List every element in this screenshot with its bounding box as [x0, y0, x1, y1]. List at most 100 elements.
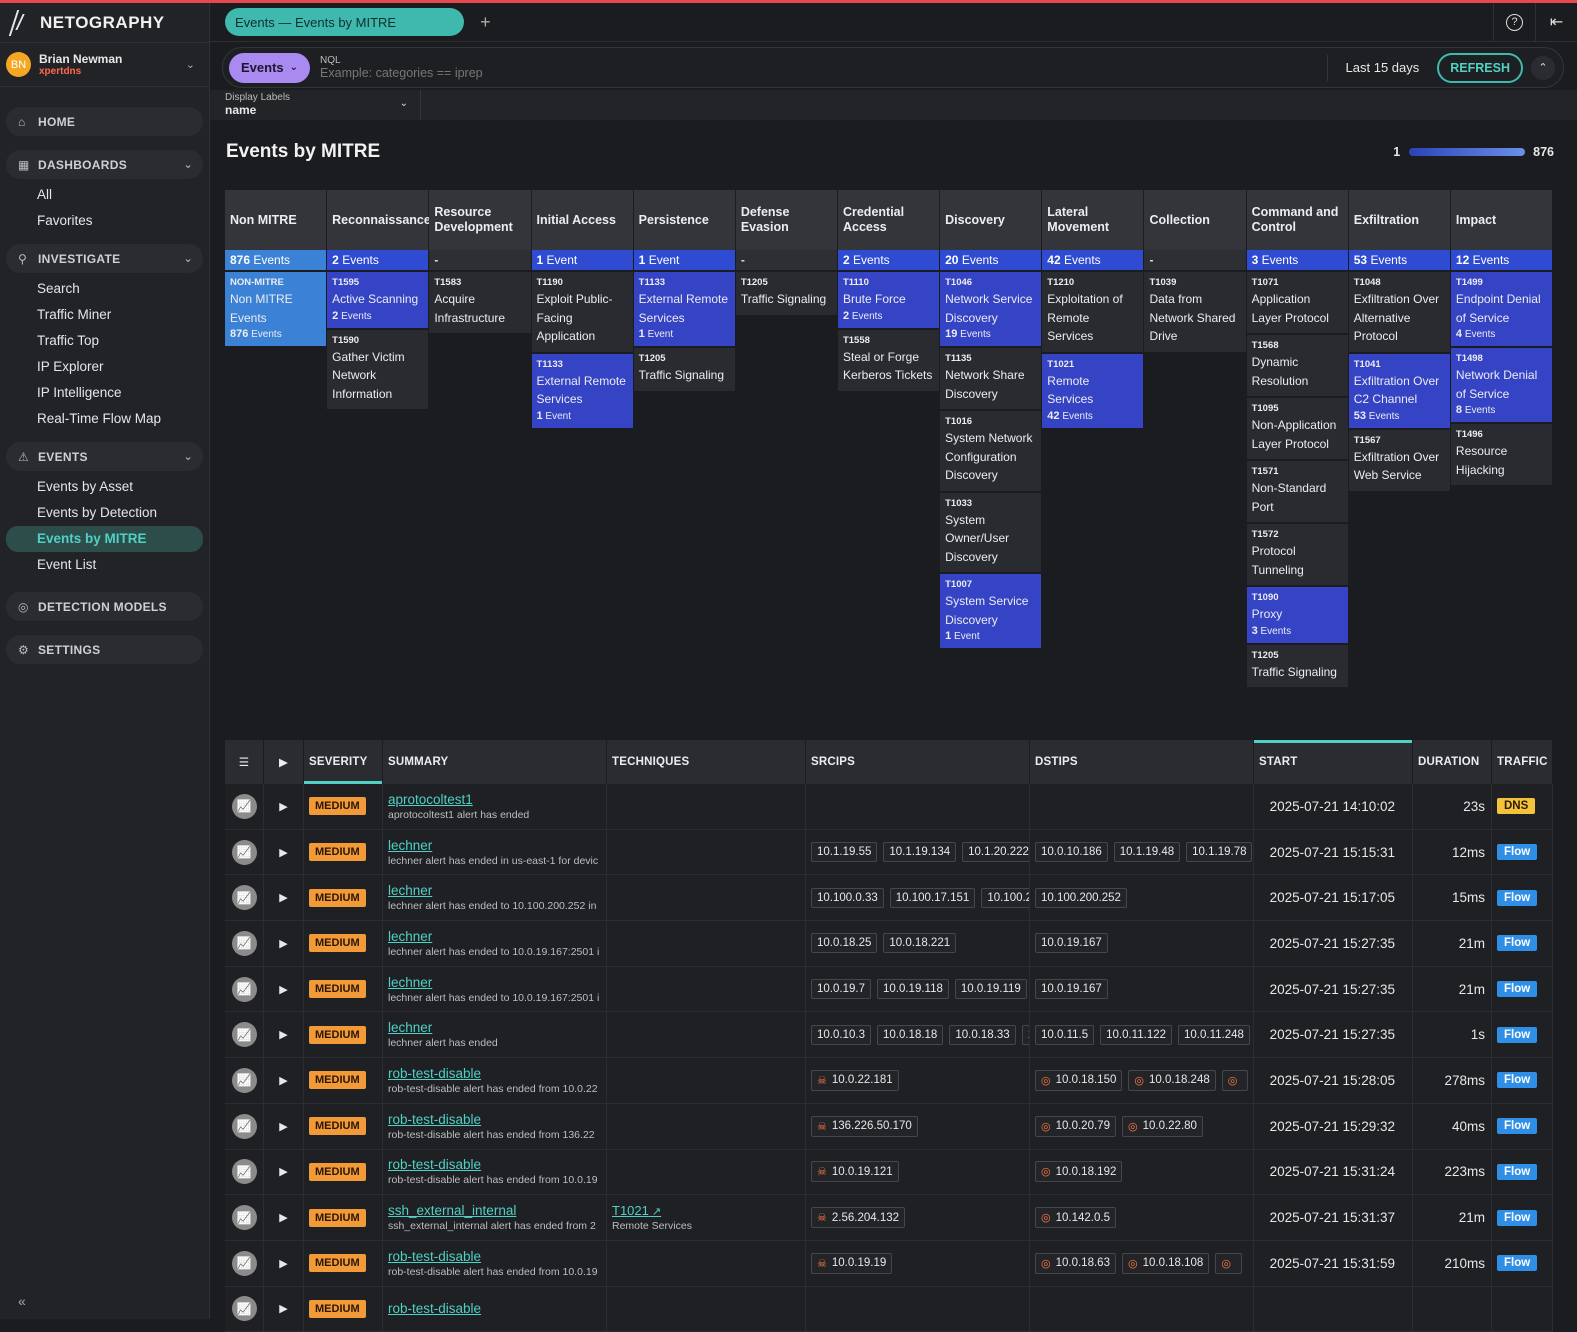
expand-row-icon[interactable]: ▶ — [279, 846, 288, 859]
nav-item-search[interactable]: Search — [37, 281, 80, 296]
summary-link[interactable]: lechner — [388, 974, 433, 990]
tactic-header[interactable]: Resource Development — [429, 190, 532, 250]
nav-home[interactable]: ⌂ HOME — [6, 107, 203, 136]
technique-cell[interactable]: T1496 Resource Hijacking — [1450, 422, 1554, 485]
table-row[interactable]: 📈 ▶ MEDIUM lechner lechner alert has ended t… — [225, 875, 1553, 922]
nql-input[interactable]: NQL Example: categories == iprep — [320, 55, 483, 80]
column-dstips[interactable]: DSTIPS — [1030, 740, 1254, 784]
tactic-header[interactable]: Initial Access — [531, 190, 634, 250]
ip-chip[interactable]: 10.0.18.25 — [811, 933, 878, 954]
table-row[interactable]: 📈 ▶ MEDIUM aprotocoltest1 aprotocoltest1 ale… — [225, 784, 1553, 830]
column-severity[interactable]: SEVERITY — [304, 740, 383, 784]
summary-link[interactable]: lechner — [388, 1020, 433, 1036]
expand-row-icon[interactable]: ▶ — [279, 1074, 288, 1087]
technique-cell[interactable]: T1499 Endpoint Denial of Service 4 Events — [1450, 270, 1554, 346]
help-icon[interactable]: ? — [1493, 2, 1535, 42]
tactic-header[interactable]: Reconnaissance — [327, 190, 431, 250]
ip-chip[interactable]: 10.0.19.7 — [811, 979, 871, 1000]
ip-chip[interactable]: 10.0.18.18 — [876, 1024, 944, 1045]
summary-link[interactable]: lechner — [388, 883, 433, 899]
ip-chip[interactable]: 10.0.19.167 — [1035, 933, 1108, 954]
column-srcips[interactable]: SRCIPS — [806, 740, 1030, 784]
nav-item-events-by-asset[interactable]: Events by Asset — [37, 479, 134, 494]
table-row[interactable]: 📈 ▶ MEDIUM lechner lechner alert has ended t… — [225, 966, 1553, 1013]
technique-cell[interactable]: T1572 Protocol Tunneling — [1246, 522, 1349, 585]
ip-chip[interactable]: ◎ 10.0.18.192 — [1035, 1161, 1123, 1183]
tactic-header[interactable]: Impact — [1450, 190, 1554, 250]
ip-chip[interactable]: 10.100.20 — [981, 887, 1029, 908]
add-tab-button[interactable]: + — [480, 11, 491, 32]
nav-item-event-list[interactable]: Event List — [37, 557, 97, 572]
collapse-panel-icon[interactable]: ⇤ — [1535, 2, 1577, 42]
technique-cell[interactable]: T1498 Network Denial of Service 8 Events — [1450, 346, 1554, 422]
nav-item-traffic-miner[interactable]: Traffic Miner — [37, 307, 112, 322]
event-chart-icon[interactable]: 📈 — [231, 1067, 257, 1093]
ip-chip[interactable]: 10.100.200.252 — [1035, 887, 1127, 908]
technique-cell[interactable]: T1568 Dynamic Resolution — [1246, 333, 1349, 396]
ip-chip[interactable]: 10.0.18.221 — [883, 933, 957, 954]
column-summary[interactable]: SUMMARY — [383, 740, 607, 784]
technique-cell[interactable]: T1135 Network Share Discovery — [940, 346, 1043, 409]
expand-all-icon[interactable]: ▶ — [264, 740, 304, 784]
ip-chip[interactable]: 10.0.19.118 — [876, 979, 949, 1000]
tactic-header[interactable]: Exfiltration — [1348, 190, 1451, 250]
event-chart-icon[interactable]: 📈 — [231, 1159, 257, 1185]
event-chart-icon[interactable]: 📈 — [231, 793, 257, 819]
ip-chip[interactable]: ◎ — [1221, 1069, 1249, 1091]
tactic-header[interactable]: Discovery — [940, 190, 1043, 250]
column-duration[interactable]: DURATION — [1413, 740, 1492, 784]
logo[interactable]: NETOGRAPHY — [0, 3, 209, 43]
ip-chip[interactable]: 10.100.0.33 — [811, 887, 884, 908]
ip-chip[interactable]: ☠ 10.0.22.181 — [811, 1069, 899, 1091]
summary-link[interactable]: rob-test-disable — [388, 1157, 482, 1173]
expand-row-icon[interactable]: ▶ — [279, 1029, 288, 1042]
ip-chip[interactable]: ◎ 10.0.20.79 — [1035, 1115, 1116, 1137]
tactic-header[interactable]: Lateral Movement — [1042, 190, 1145, 250]
tactic-header[interactable]: Command and Control — [1246, 190, 1349, 250]
ip-chip[interactable]: ◎ 10.0.22.80 — [1121, 1115, 1203, 1137]
expand-row-icon[interactable]: ▶ — [279, 800, 288, 813]
table-row[interactable]: 📈 ▶ MEDIUM lechner lechner alert has ended i… — [225, 829, 1553, 876]
column-start[interactable]: START — [1254, 740, 1413, 784]
time-range-select[interactable]: Last 15 days — [1326, 54, 1438, 81]
ip-chip[interactable]: 10.0.11.5 — [1035, 1024, 1095, 1045]
ip-chip[interactable]: ◎ 10.0.18.63 — [1035, 1252, 1116, 1274]
ip-chip[interactable]: 1 — [1021, 1024, 1029, 1045]
refresh-button[interactable]: REFRESH — [1437, 52, 1523, 83]
event-chart-icon[interactable]: 📈 — [231, 1296, 257, 1322]
expand-row-icon[interactable]: ▶ — [279, 983, 288, 996]
ip-chip[interactable]: ◎ 10.0.18.150 — [1035, 1069, 1123, 1091]
technique-cell[interactable]: T1210 Exploitation of Remote Services — [1042, 270, 1145, 352]
technique-cell[interactable]: T1071 Application Layer Protocol — [1246, 270, 1349, 333]
nav-settings[interactable]: ⚙ SETTINGS — [6, 635, 203, 664]
ip-chip[interactable]: 10.0.11.248 — [1178, 1024, 1250, 1045]
ip-chip[interactable]: 10.0.10.186 — [1035, 842, 1108, 863]
event-chart-icon[interactable]: 📈 — [231, 1113, 257, 1139]
technique-cell[interactable]: T1558 Steal or Forge Kerberos Tickets — [837, 327, 941, 391]
ip-chip[interactable]: 10.0.11.122 — [1100, 1024, 1173, 1045]
table-row[interactable]: 📈 ▶ MEDIUM rob-test-disable — [225, 1286, 1553, 1332]
technique-cell[interactable]: T1590 Gather Victim Network Information — [327, 327, 430, 409]
nav-item-all[interactable]: All — [37, 187, 53, 202]
technique-cell[interactable]: T1048 Exfiltration Over Alternative Proto… — [1348, 270, 1451, 352]
ip-chip[interactable]: ☠ 136.226.50.170 — [811, 1115, 918, 1137]
ip-chip[interactable]: 10.1.19.55 — [811, 842, 878, 863]
nav-item-ip-explorer[interactable]: IP Explorer — [37, 359, 104, 374]
event-chart-icon[interactable]: 📈 — [231, 930, 257, 956]
ip-chip[interactable]: ☠ 10.0.19.19 — [811, 1252, 893, 1274]
technique-cell[interactable]: T1205 Traffic Signaling — [633, 346, 736, 391]
ip-chip[interactable]: ☠ 2.56.204.132 — [811, 1207, 906, 1229]
ip-chip[interactable]: ◎ — [1215, 1252, 1242, 1274]
nav-item-traffic-top[interactable]: Traffic Top — [37, 333, 100, 348]
event-chart-icon[interactable]: 📈 — [231, 1250, 257, 1276]
technique-cell[interactable]: T1567 Exfiltration Over Web Service — [1348, 427, 1451, 491]
ip-chip[interactable]: ◎ 10.142.0.5 — [1035, 1207, 1116, 1229]
ip-chip[interactable]: 10.0.10.3 — [811, 1024, 871, 1045]
summary-link[interactable]: rob-test-disable — [388, 1301, 482, 1317]
tactic-header[interactable]: Collection — [1144, 190, 1247, 250]
ip-chip[interactable]: ◎ 10.0.18.248 — [1128, 1069, 1216, 1091]
table-row[interactable]: 📈 ▶ MEDIUM ssh_external_internal ssh_externa… — [225, 1195, 1553, 1241]
expand-row-icon[interactable]: ▶ — [279, 1120, 288, 1133]
technique-cell[interactable]: T1205 Traffic Signaling — [735, 270, 838, 315]
tactic-header[interactable]: Defense Evasion — [735, 190, 838, 250]
